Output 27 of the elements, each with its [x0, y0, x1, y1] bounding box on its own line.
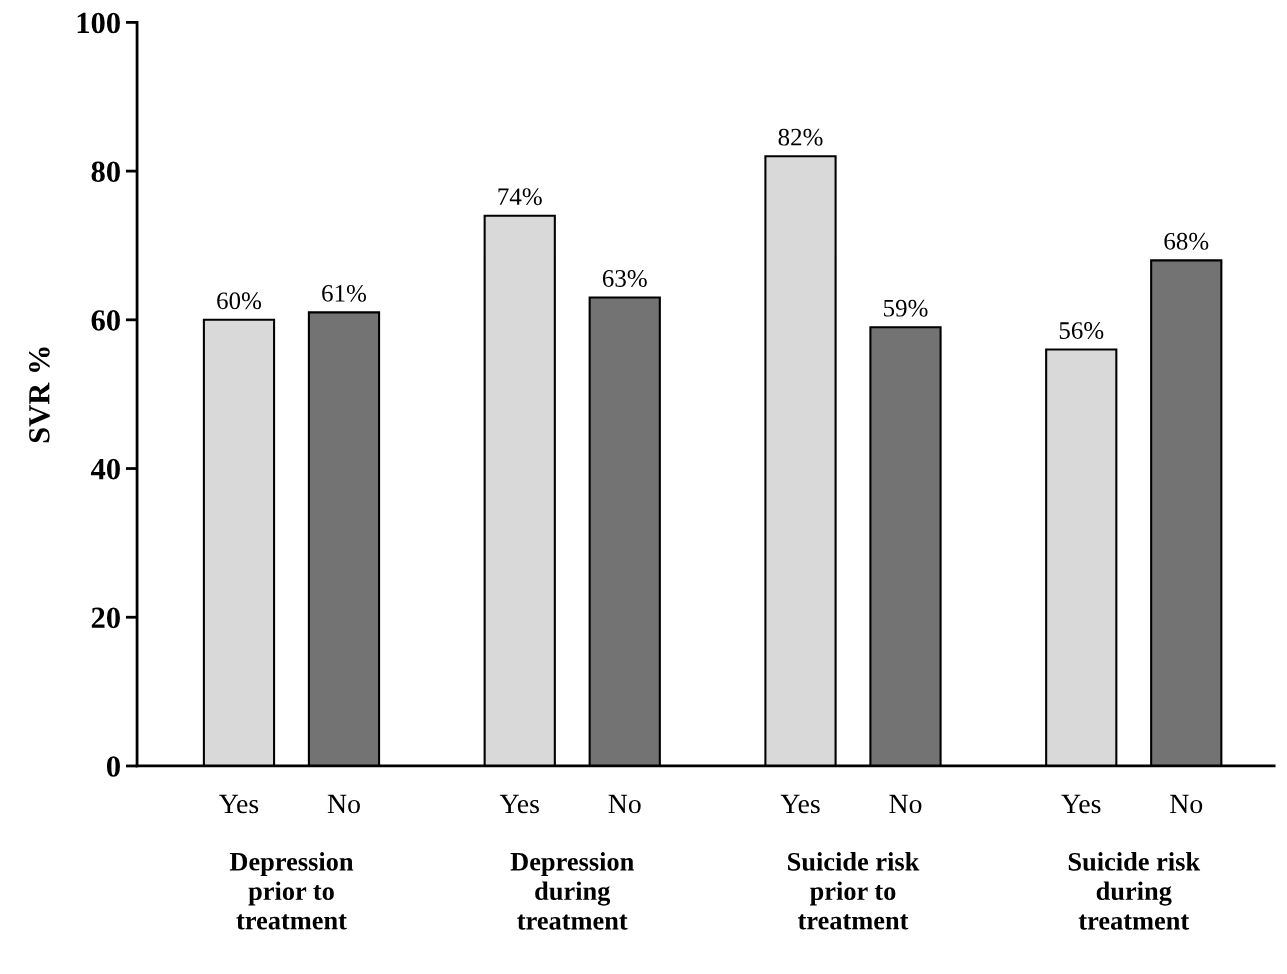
y-tick-label: 0: [106, 756, 120, 777]
series-label: No: [327, 794, 360, 814]
y-tick-label: 20: [91, 607, 120, 629]
text: No: [608, 794, 641, 814]
y-axis-title: SVR %: [28, 347, 50, 443]
data-label: 60%: [217, 292, 262, 310]
x-tick-label: Suicide risk prior to treatment: [788, 852, 920, 930]
x-tick-label: Depression during treatment: [510, 852, 634, 930]
data-label: 63%: [602, 270, 647, 287]
y-tick-label: 60: [91, 310, 120, 331]
text: No: [889, 794, 922, 814]
data-label: 68%: [1164, 232, 1209, 250]
y-tick-label: 80: [91, 161, 120, 183]
text: Yes: [499, 794, 539, 814]
data-label: 74%: [498, 188, 542, 206]
y-tick-label: 40: [90, 458, 120, 480]
data-label: 61%: [322, 284, 367, 302]
data-label: 59%: [884, 299, 928, 317]
x-tick-label: Depression prior to treatment: [229, 852, 354, 930]
text: No: [1170, 794, 1203, 814]
data-label: 82%: [778, 128, 823, 146]
y-tick-label: 100: [77, 12, 120, 34]
text: Yes: [780, 794, 820, 814]
data-label: 56%: [1059, 322, 1104, 340]
x-tick-label: Suicide risk during treatment: [1068, 852, 1201, 930]
text: Yes: [1061, 794, 1101, 814]
series-label: Yes: [219, 794, 259, 814]
